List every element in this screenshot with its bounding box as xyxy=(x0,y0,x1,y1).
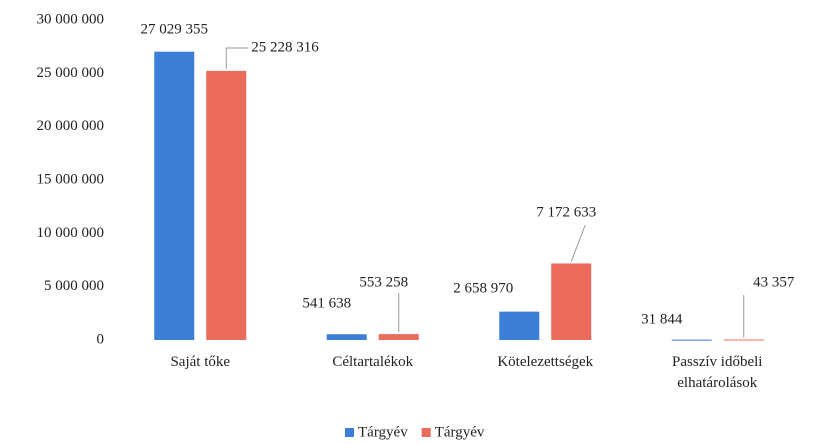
data-label: 2 658 970 xyxy=(453,280,513,296)
data-label: 553 258 xyxy=(359,274,408,290)
y-tick-label: 5 000 000 xyxy=(44,278,104,294)
bar xyxy=(206,70,247,341)
legend-swatch xyxy=(345,428,354,437)
leader-line xyxy=(570,224,586,262)
x-tick-label: Passzív időbeli elhatárolások xyxy=(672,354,763,391)
y-tick-label: 0 xyxy=(97,331,105,347)
data-label: 43 357 xyxy=(753,274,795,290)
y-tick-label: 20 000 000 xyxy=(37,118,105,134)
leader-line xyxy=(225,47,249,69)
bar xyxy=(551,263,592,340)
x-tick-label: Kötelezettségek xyxy=(497,354,594,370)
data-label: 27 029 355 xyxy=(141,21,209,37)
bar xyxy=(723,339,764,341)
data-label: 31 844 xyxy=(641,311,683,327)
bar xyxy=(499,311,540,340)
y-tick-label: 10 000 000 xyxy=(37,225,105,241)
data-label: 541 638 xyxy=(302,295,351,311)
x-tick-label: Saját tőke xyxy=(170,354,231,370)
data-label: 7 172 633 xyxy=(536,204,596,220)
y-tick-label: 25 000 000 xyxy=(37,65,105,81)
y-tick-label: 15 000 000 xyxy=(37,171,105,187)
x-tick-label: Céltartalékok xyxy=(332,354,414,370)
data-label: 25 228 316 xyxy=(251,39,319,55)
legend-label: Tárgyév xyxy=(435,424,485,440)
legend-label: Tárgyév xyxy=(358,424,408,440)
bar xyxy=(326,334,367,340)
bar xyxy=(154,51,195,340)
bar xyxy=(671,339,712,341)
bar xyxy=(378,334,419,340)
legend-swatch xyxy=(421,428,431,437)
y-tick-label: 30 000 000 xyxy=(37,11,105,27)
